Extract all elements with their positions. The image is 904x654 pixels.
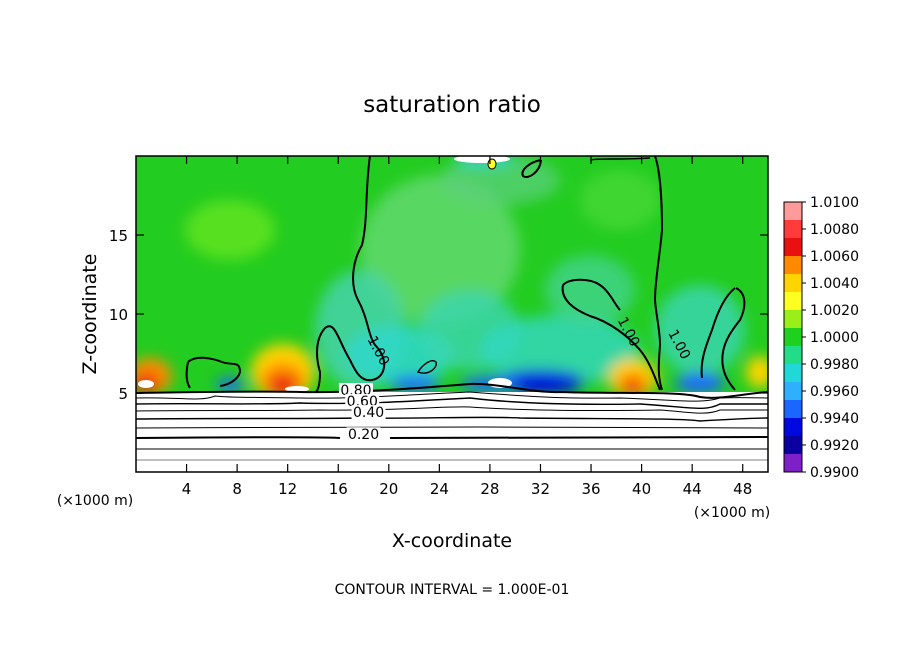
contour-labels: 0.800.600.400.201.001.00 1.00: [338, 315, 693, 443]
colorbar-label: 1.0060: [810, 249, 859, 265]
colorbar-swatch: [784, 292, 802, 311]
y-tick-label: 15: [109, 227, 128, 245]
colorbar-label: 1.0100: [810, 195, 859, 211]
colorbar-label: 0.9920: [810, 438, 859, 454]
y-axis-unit: (×1000 m): [57, 493, 133, 509]
chart-title: saturation ratio: [363, 92, 541, 118]
contour-interval-note: CONTOUR INTERVAL = 1.000E-01: [335, 582, 570, 598]
colorbar-label: 0.9960: [810, 384, 859, 400]
colorbar-swatch: [784, 274, 802, 293]
x-tick-label: 16: [329, 480, 348, 498]
y-axis-label: Z-coordinate: [79, 254, 101, 375]
colorbar: 1.0100 1.0080 1.0060 1.0040 1.0020 1.0000 0.99…: [783, 195, 859, 481]
x-tick-label: 36: [581, 480, 600, 498]
colorbar-swatch: [784, 202, 802, 221]
colorbar-labels: 1.0100 1.0080 1.0060 1.0040 1.0020 1.0000 0.99…: [802, 195, 859, 481]
x-axis-unit: (×1000 m): [694, 505, 770, 521]
colorbar-swatch: [784, 454, 802, 473]
colorbar-swatch: [784, 256, 802, 275]
colorbar-swatch: [784, 400, 802, 419]
x-tick-label: 4: [182, 480, 192, 498]
unity-contours: [185, 156, 746, 393]
colorbar-swatch: [784, 364, 802, 383]
x-tick-label: 32: [531, 480, 550, 498]
colorbar-label: 0.9900: [810, 465, 859, 481]
x-tick-label: 20: [379, 480, 398, 498]
colorbar-swatch: [784, 238, 802, 257]
colorbar-swatch: [784, 310, 802, 329]
colorbar-swatch: [784, 328, 802, 347]
x-tick-label: 48: [733, 480, 752, 498]
x-tick-marks: 4 8 12 16 20 24 28 32 36 40 44 48: [182, 156, 752, 498]
colorbar-swatch: [784, 418, 802, 437]
x-tick-label: 28: [480, 480, 499, 498]
contour-label: 0.40: [351, 405, 386, 421]
contour-label: 0.20: [346, 427, 381, 443]
x-tick-label: 40: [632, 480, 651, 498]
colorbar-swatch: [784, 346, 802, 365]
colorbar-label: 0.9940: [810, 411, 859, 427]
colorbar-swatches: [783, 201, 803, 473]
x-axis-label: X-coordinate: [392, 530, 512, 552]
colorbar-label: 1.0080: [810, 222, 859, 238]
colorbar-swatch: [784, 382, 802, 401]
y-tick-label: 5: [118, 385, 128, 403]
colorbar-label: 1.0020: [810, 303, 859, 319]
colorbar-swatch: [784, 436, 802, 455]
colorbar-label: 0.9980: [810, 357, 859, 373]
contour-label-text: 0.20: [348, 427, 379, 443]
white-patch: [138, 380, 154, 388]
x-tick-label: 12: [278, 480, 297, 498]
colorbar-swatch: [784, 220, 802, 239]
x-tick-label: 24: [430, 480, 449, 498]
y-tick-label: 10: [109, 306, 128, 324]
colorbar-label: 1.0000: [810, 330, 859, 346]
contour-label-text: 0.40: [353, 405, 384, 421]
x-tick-label: 44: [683, 480, 702, 498]
lower-contours: [136, 382, 768, 461]
y-tick-marks: 5 10 15: [109, 227, 768, 403]
colorbar-label: 1.0040: [810, 276, 859, 292]
x-tick-label: 8: [232, 480, 242, 498]
